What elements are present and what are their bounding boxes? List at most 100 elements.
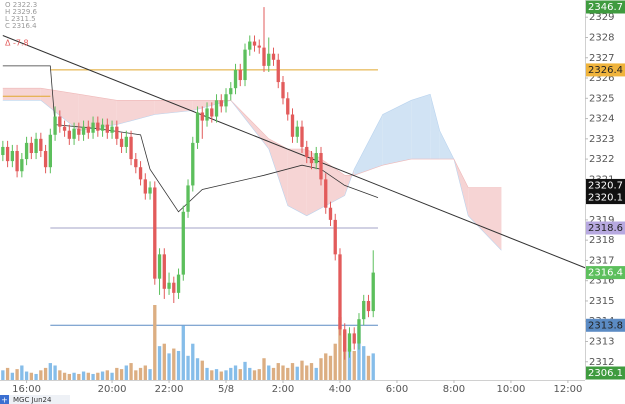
volume-bar <box>186 355 190 380</box>
candle-body <box>96 122 100 131</box>
candle-body <box>129 136 133 160</box>
candle-body <box>195 112 200 143</box>
y-tick-label: 2326 <box>589 73 614 84</box>
volume-bar <box>15 369 19 380</box>
candle-body <box>134 159 138 168</box>
cloud-segment <box>40 88 79 131</box>
y-tick-label: 2313 <box>589 336 614 347</box>
volume-bar <box>371 353 375 380</box>
volume-bar <box>267 365 271 380</box>
candle-body <box>20 159 24 172</box>
candle-body <box>1 146 5 156</box>
volume-bar <box>29 372 34 380</box>
volume-bar <box>214 369 219 380</box>
y-tick-label: 2325 <box>589 93 614 104</box>
volume-bar <box>276 363 280 380</box>
volume-bar <box>248 367 252 380</box>
volume-bar <box>67 373 71 380</box>
volume-bar <box>138 367 143 380</box>
volume-bar <box>172 348 176 380</box>
price-label-box <box>586 366 625 380</box>
volume-bar <box>96 372 100 380</box>
symbol-label: MGC Jun24 <box>13 396 52 404</box>
volume-bar <box>5 367 10 380</box>
candle-body <box>214 100 219 117</box>
volume-bar <box>243 361 247 380</box>
candle-body <box>48 134 52 168</box>
legend: O 2322.3 H 2329.6 L 2311.5 C 2316.4 Δ -7… <box>5 1 38 48</box>
price-label-box <box>586 191 625 205</box>
price-label: 2318.6 <box>588 223 623 234</box>
price-label: 2316.4 <box>588 268 623 279</box>
symbol-tab[interactable] <box>0 395 70 404</box>
x-tick-label: 20:00 <box>98 384 127 395</box>
volume-bar <box>319 358 323 380</box>
y-tick-label: 2328 <box>589 32 614 43</box>
candle-body <box>29 142 34 154</box>
price-label: 2320.1 <box>588 193 623 204</box>
volume-bar <box>210 370 214 380</box>
candle-body <box>43 150 48 168</box>
candle-body <box>119 138 124 147</box>
volume-bar <box>300 360 304 380</box>
candle-body <box>181 211 185 275</box>
volume-bar <box>39 370 43 380</box>
volume-bar <box>362 346 366 380</box>
candle-body <box>352 333 356 344</box>
volume-bar <box>134 370 138 380</box>
volume-bar <box>366 355 371 380</box>
candle-body <box>5 146 10 162</box>
candle-body <box>286 98 290 115</box>
volume-bar <box>229 367 233 380</box>
y-tick-label: 2316 <box>589 276 614 287</box>
volume-bar <box>271 367 276 380</box>
volume-bar <box>20 365 24 380</box>
x-tick-label: 12:00 <box>553 384 582 395</box>
volume-bar <box>305 365 309 380</box>
candle-body <box>110 126 114 133</box>
candle-body <box>300 126 304 147</box>
volume-bar <box>338 317 342 380</box>
price-label-box <box>586 266 625 280</box>
volume-bar <box>100 371 105 380</box>
price-label-box <box>586 63 625 77</box>
legend-item: L 2311.5 <box>5 15 36 23</box>
price-label-box <box>586 178 625 192</box>
volume-bar <box>62 372 67 380</box>
candle-body <box>357 319 361 344</box>
volume-bar <box>157 346 162 380</box>
candle-body <box>295 126 299 137</box>
volume-bar <box>347 348 352 380</box>
volume-bar <box>77 373 81 380</box>
candle-body <box>224 94 228 107</box>
volume-bar <box>167 353 171 380</box>
candle-body <box>371 272 375 312</box>
y-tick-label: 2318 <box>589 235 614 246</box>
candle-body <box>219 100 223 107</box>
candle-body <box>81 126 86 135</box>
volume-bar <box>162 343 166 380</box>
candle-body <box>362 300 366 320</box>
cloud-segment <box>154 100 193 115</box>
add-button[interactable] <box>0 395 9 404</box>
volume-bar <box>219 371 223 380</box>
volume-bar <box>143 365 147 380</box>
y-tick-label: 2315 <box>589 296 614 307</box>
cloud-segment <box>382 100 412 166</box>
price-label: 2326.4 <box>588 65 623 76</box>
volume-bar <box>290 363 295 380</box>
legend-item: O 2322.3 <box>5 1 37 9</box>
candle-body <box>229 88 233 95</box>
volume-bar <box>333 343 337 380</box>
volume-bar <box>233 365 238 380</box>
candle-body <box>290 114 295 137</box>
volume-bar <box>72 372 76 380</box>
candle-body <box>366 300 371 312</box>
candle-body <box>67 130 71 139</box>
trend-line <box>2 35 588 269</box>
volume-bar <box>129 363 133 380</box>
candle-body <box>271 53 276 60</box>
candle-body <box>191 142 195 186</box>
